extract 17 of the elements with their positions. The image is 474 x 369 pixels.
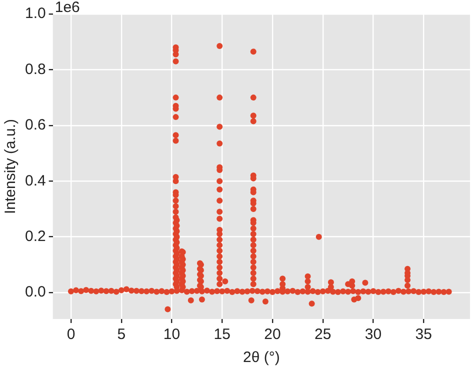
y-tick-label: 0.8 <box>24 60 46 78</box>
y-tick-label: 0.6 <box>24 116 46 134</box>
x-axis-title: 2θ (°) <box>243 349 280 366</box>
annotation: 1e6 <box>54 0 80 16</box>
x-tick-label: 20 <box>264 326 281 344</box>
x-tick-label: 25 <box>314 326 332 344</box>
y-tick-label: 0.0 <box>24 284 46 301</box>
x-tick-label: 30 <box>364 326 382 344</box>
x-tick-label: 15 <box>214 326 230 344</box>
x-tick-label: 0 <box>66 326 76 344</box>
y-tick-label: 1.0 <box>24 5 46 22</box>
x-tick-label: 35 <box>415 326 432 344</box>
y-tick-label: 0.2 <box>24 228 46 245</box>
x-tick-label: 10 <box>163 326 180 344</box>
y-tick-label: 0.4 <box>24 172 46 190</box>
y-axis-title: Intensity (a.u.) <box>2 118 20 214</box>
x-tick-label: 5 <box>117 326 126 344</box>
